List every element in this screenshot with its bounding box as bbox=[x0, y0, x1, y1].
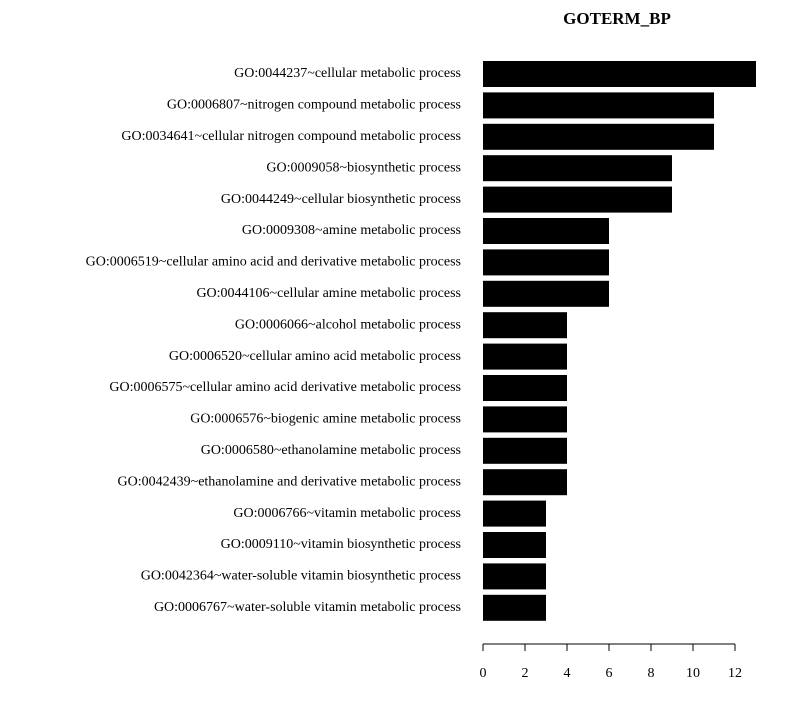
x-tick-label: 12 bbox=[728, 666, 742, 681]
y-tick-label: GO:0044237~cellular metabolic process bbox=[234, 66, 461, 81]
x-tick-label: 10 bbox=[686, 666, 700, 681]
bar bbox=[483, 92, 714, 119]
y-tick-label: GO:0044249~cellular biosynthetic process bbox=[221, 192, 461, 207]
bar bbox=[483, 343, 567, 370]
bar bbox=[483, 218, 609, 244]
bar bbox=[483, 500, 546, 527]
bar bbox=[483, 406, 567, 433]
y-tick-label: GO:0009308~amine metabolic process bbox=[242, 223, 461, 238]
y-tick-label: GO:0009110~vitamin biosynthetic process bbox=[221, 537, 461, 552]
y-tick-label: GO:0006066~alcohol metabolic process bbox=[235, 317, 461, 332]
bar bbox=[483, 312, 567, 339]
y-tick-label: GO:0006580~ethanolamine metabolic proces… bbox=[201, 443, 461, 458]
y-tick-label: GO:0006767~water-soluble vitamin metabol… bbox=[154, 600, 461, 615]
x-tick-label: 6 bbox=[606, 666, 613, 681]
y-tick-label: GO:0044106~cellular amine metabolic proc… bbox=[196, 286, 461, 301]
y-tick-label: GO:0006807~nitrogen compound metabolic p… bbox=[167, 98, 461, 113]
bar bbox=[483, 437, 567, 464]
y-tick-label: GO:0006519~cellular amino acid and deriv… bbox=[86, 255, 461, 270]
chart-title: GOTERM_BP bbox=[563, 9, 671, 28]
y-tick-label: GO:0006575~cellular amino acid derivativ… bbox=[109, 380, 461, 395]
bar bbox=[483, 249, 609, 276]
bar bbox=[483, 61, 756, 87]
bar bbox=[483, 469, 567, 496]
x-tick-label: 2 bbox=[522, 666, 529, 681]
y-tick-label: GO:0006576~biogenic amine metabolic proc… bbox=[190, 412, 461, 427]
y-tick-label: GO:0042439~ethanolamine and derivative m… bbox=[118, 474, 461, 489]
bar bbox=[483, 186, 672, 213]
y-tick-label: GO:0006520~cellular amino acid metabolic… bbox=[169, 349, 461, 364]
x-tick-label: 8 bbox=[648, 666, 655, 681]
bar bbox=[483, 375, 567, 401]
y-tick-label: GO:0034641~cellular nitrogen compound me… bbox=[121, 129, 461, 144]
bar bbox=[483, 563, 546, 590]
x-tick-label: 0 bbox=[480, 666, 487, 681]
bar bbox=[483, 123, 714, 150]
bar bbox=[483, 280, 609, 307]
bar bbox=[483, 594, 546, 621]
bar bbox=[483, 532, 546, 558]
y-tick-label: GO:0009058~biosynthetic process bbox=[266, 160, 461, 175]
y-tick-label: GO:0042364~water-soluble vitamin biosynt… bbox=[141, 569, 461, 584]
bar bbox=[483, 155, 672, 182]
y-tick-label: GO:0006766~vitamin metabolic process bbox=[233, 506, 461, 521]
x-tick-label: 4 bbox=[564, 666, 571, 681]
